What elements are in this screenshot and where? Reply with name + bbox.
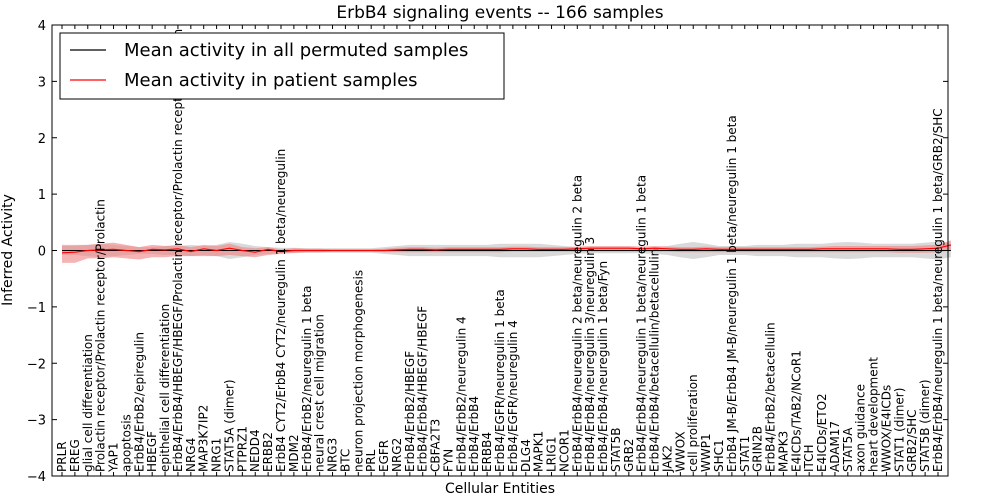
x-tick-label: ErbB4/ErbB4/HBEGF/HBEGF bbox=[416, 306, 430, 472]
x-tick-label: ErbB4/ErbB4/neuregulin 1 beta/Fyn bbox=[596, 261, 610, 472]
x-tick-label: ERBB4 bbox=[480, 432, 494, 472]
x-tick-label: ADAM17 bbox=[828, 421, 842, 472]
x-tick-label: ErbB4/EGFR/neuregulin 4 bbox=[506, 320, 520, 472]
x-tick-label: ErbB4/ErbB2/HBEGF bbox=[403, 351, 417, 472]
x-tick-label: E4ICDs/ETO2 bbox=[815, 393, 829, 472]
x-tick-label: neuron projection morphogenesis bbox=[351, 270, 365, 472]
x-tick-label: ErbB4/ErbB4/neuregulin 3/neuregulin 3 bbox=[583, 237, 597, 472]
x-tick-label: ErbB4 CYT2/ErbB4 CYT2/neuregulin 1 beta/… bbox=[274, 149, 288, 472]
x-tick-label: MAPK1 bbox=[532, 431, 546, 472]
y-tick-label: 1 bbox=[38, 188, 46, 203]
x-tick-label: heart development bbox=[867, 357, 881, 472]
y-tick-label: −1 bbox=[27, 301, 46, 316]
x-tick-label: BTC bbox=[338, 449, 352, 472]
x-tick-label: STAT5A bbox=[841, 427, 855, 472]
x-tick-label: EREG bbox=[68, 439, 82, 472]
x-tick-label: STAT1 bbox=[738, 436, 752, 472]
x-tick-label: HBEGF bbox=[145, 431, 159, 472]
y-tick-label: 3 bbox=[38, 75, 46, 90]
x-tick-label: WWOX bbox=[673, 431, 687, 472]
x-tick-label: DLG4 bbox=[519, 439, 533, 472]
x-tick-label: axon guidance bbox=[854, 384, 868, 472]
legend-label: Mean activity in patient samples bbox=[124, 70, 418, 91]
x-tick-label: GRB2/SHC bbox=[905, 409, 919, 472]
x-tick-label: ErbB4/ErbB4/neuregulin 2 beta/neuregulin… bbox=[570, 175, 584, 472]
x-tick-label: STAT5B (dimer) bbox=[918, 379, 932, 472]
patient-mean-line bbox=[61, 244, 952, 254]
x-tick-label: apoptosis bbox=[119, 414, 133, 472]
x-tick-label: ERBB2 bbox=[261, 432, 275, 472]
x-tick-label: NCOR1 bbox=[557, 429, 571, 472]
x-tick-label: cell proliferation bbox=[686, 374, 700, 472]
x-tick-label: glial cell differentiation bbox=[81, 334, 95, 472]
x-tick-label: E4ICDs/TAB2/NCoR1 bbox=[789, 350, 803, 472]
x-tick-label: ErbB4/ErbB2/betacellulin bbox=[764, 322, 778, 472]
x-tick-label: PTPRZ1 bbox=[235, 426, 249, 472]
x-tick-label: NRG1 bbox=[210, 438, 224, 472]
x-tick-label: NRG3 bbox=[326, 438, 340, 472]
y-tick-label: 0 bbox=[38, 245, 46, 260]
legend: Mean activity in all permuted samples Mea… bbox=[59, 32, 505, 100]
legend-label: Mean activity in all permuted samples bbox=[124, 40, 468, 61]
patient-confidence-band bbox=[62, 240, 951, 263]
y-axis-label: Inferred Activity bbox=[0, 194, 16, 306]
x-tick-label: GRB2 bbox=[622, 438, 636, 472]
x-tick-label: NRG2 bbox=[390, 438, 404, 472]
x-tick-label: WWP1 bbox=[699, 433, 713, 472]
x-tick-label: ErbB4/EGFR/neuregulin 1 beta bbox=[493, 289, 507, 472]
x-tick-label: STAT5A (dimer) bbox=[222, 379, 236, 472]
x-tick-label: LRIG1 bbox=[545, 437, 559, 473]
y-tick-label: 4 bbox=[38, 19, 46, 34]
x-tick-label: NEDD4 bbox=[248, 429, 262, 472]
x-tick-label: FYN bbox=[441, 449, 455, 472]
x-tick-label: ErbB4/ErbB4/neuregulin 1 beta/neuregulin… bbox=[635, 175, 649, 472]
x-tick-label: ErbB4/ErbB2/epiregulin bbox=[132, 332, 146, 472]
x-tick-label: ErbB4/ErbB4/betacellulin/betacellulin bbox=[648, 249, 662, 472]
y-tick-label: 2 bbox=[38, 132, 46, 147]
x-tick-label: MAPK3 bbox=[776, 431, 790, 472]
x-tick-label: ErbB4/ErbB4 bbox=[467, 396, 481, 472]
x-tick-label: JAK2 bbox=[660, 445, 674, 473]
x-tick-label: neural crest cell migration bbox=[313, 314, 327, 472]
x-tick-label: CBFA2T3 bbox=[429, 419, 443, 472]
x-tick-label: STAT1 (dimer) bbox=[892, 388, 906, 472]
x-tick-label: ErbB4/ErbB2/neuregulin 1 beta bbox=[300, 285, 314, 472]
legend-box bbox=[59, 32, 505, 100]
x-tick-label: PRLR bbox=[55, 441, 69, 472]
x-tick-label: ErbB4/ErbB4/HBEGF/HBEGF/Prolactin recept… bbox=[171, 29, 185, 472]
x-tick-label: STAT5B bbox=[609, 428, 623, 473]
x-tick-label: PRL bbox=[364, 449, 378, 472]
x-tick-label: NRG4 bbox=[184, 438, 198, 472]
x-tick-label: MDM2 bbox=[287, 434, 301, 472]
y-tick-label: −3 bbox=[27, 414, 46, 429]
x-tick-label: WWOX/E4ICDs bbox=[879, 385, 893, 472]
y-tick-label: −4 bbox=[27, 470, 46, 485]
x-tick-label: ErbB4 JM-B/ErbB4 JM-B/neuregulin 1 beta/… bbox=[725, 115, 739, 472]
x-tick-label: Prolactin receptor/Prolactin receptor/Pr… bbox=[94, 199, 108, 472]
x-tick-label: ITCH bbox=[802, 444, 816, 472]
x-tick-label: YAP1 bbox=[107, 443, 121, 473]
x-tick-label: ErbB4/ErbB2/neuregulin 4 bbox=[454, 316, 468, 472]
x-tick-label: ErbB4/ErbB4/neuregulin 1 beta/neuregulin… bbox=[931, 108, 945, 472]
x-tick-label: EGFR bbox=[377, 440, 391, 472]
x-tick-label: epithelial cell differentiation bbox=[158, 304, 172, 472]
x-tick-label: GRIN2B bbox=[751, 426, 765, 472]
x-tick-label: SHC1 bbox=[712, 439, 726, 472]
x-axis-label: Cellular Entities bbox=[445, 481, 555, 497]
x-tick-label: MAP3K7IP2 bbox=[197, 405, 211, 472]
chart-title: ErbB4 signaling events -- 166 samples bbox=[336, 3, 663, 23]
y-tick-label: −2 bbox=[27, 357, 46, 372]
